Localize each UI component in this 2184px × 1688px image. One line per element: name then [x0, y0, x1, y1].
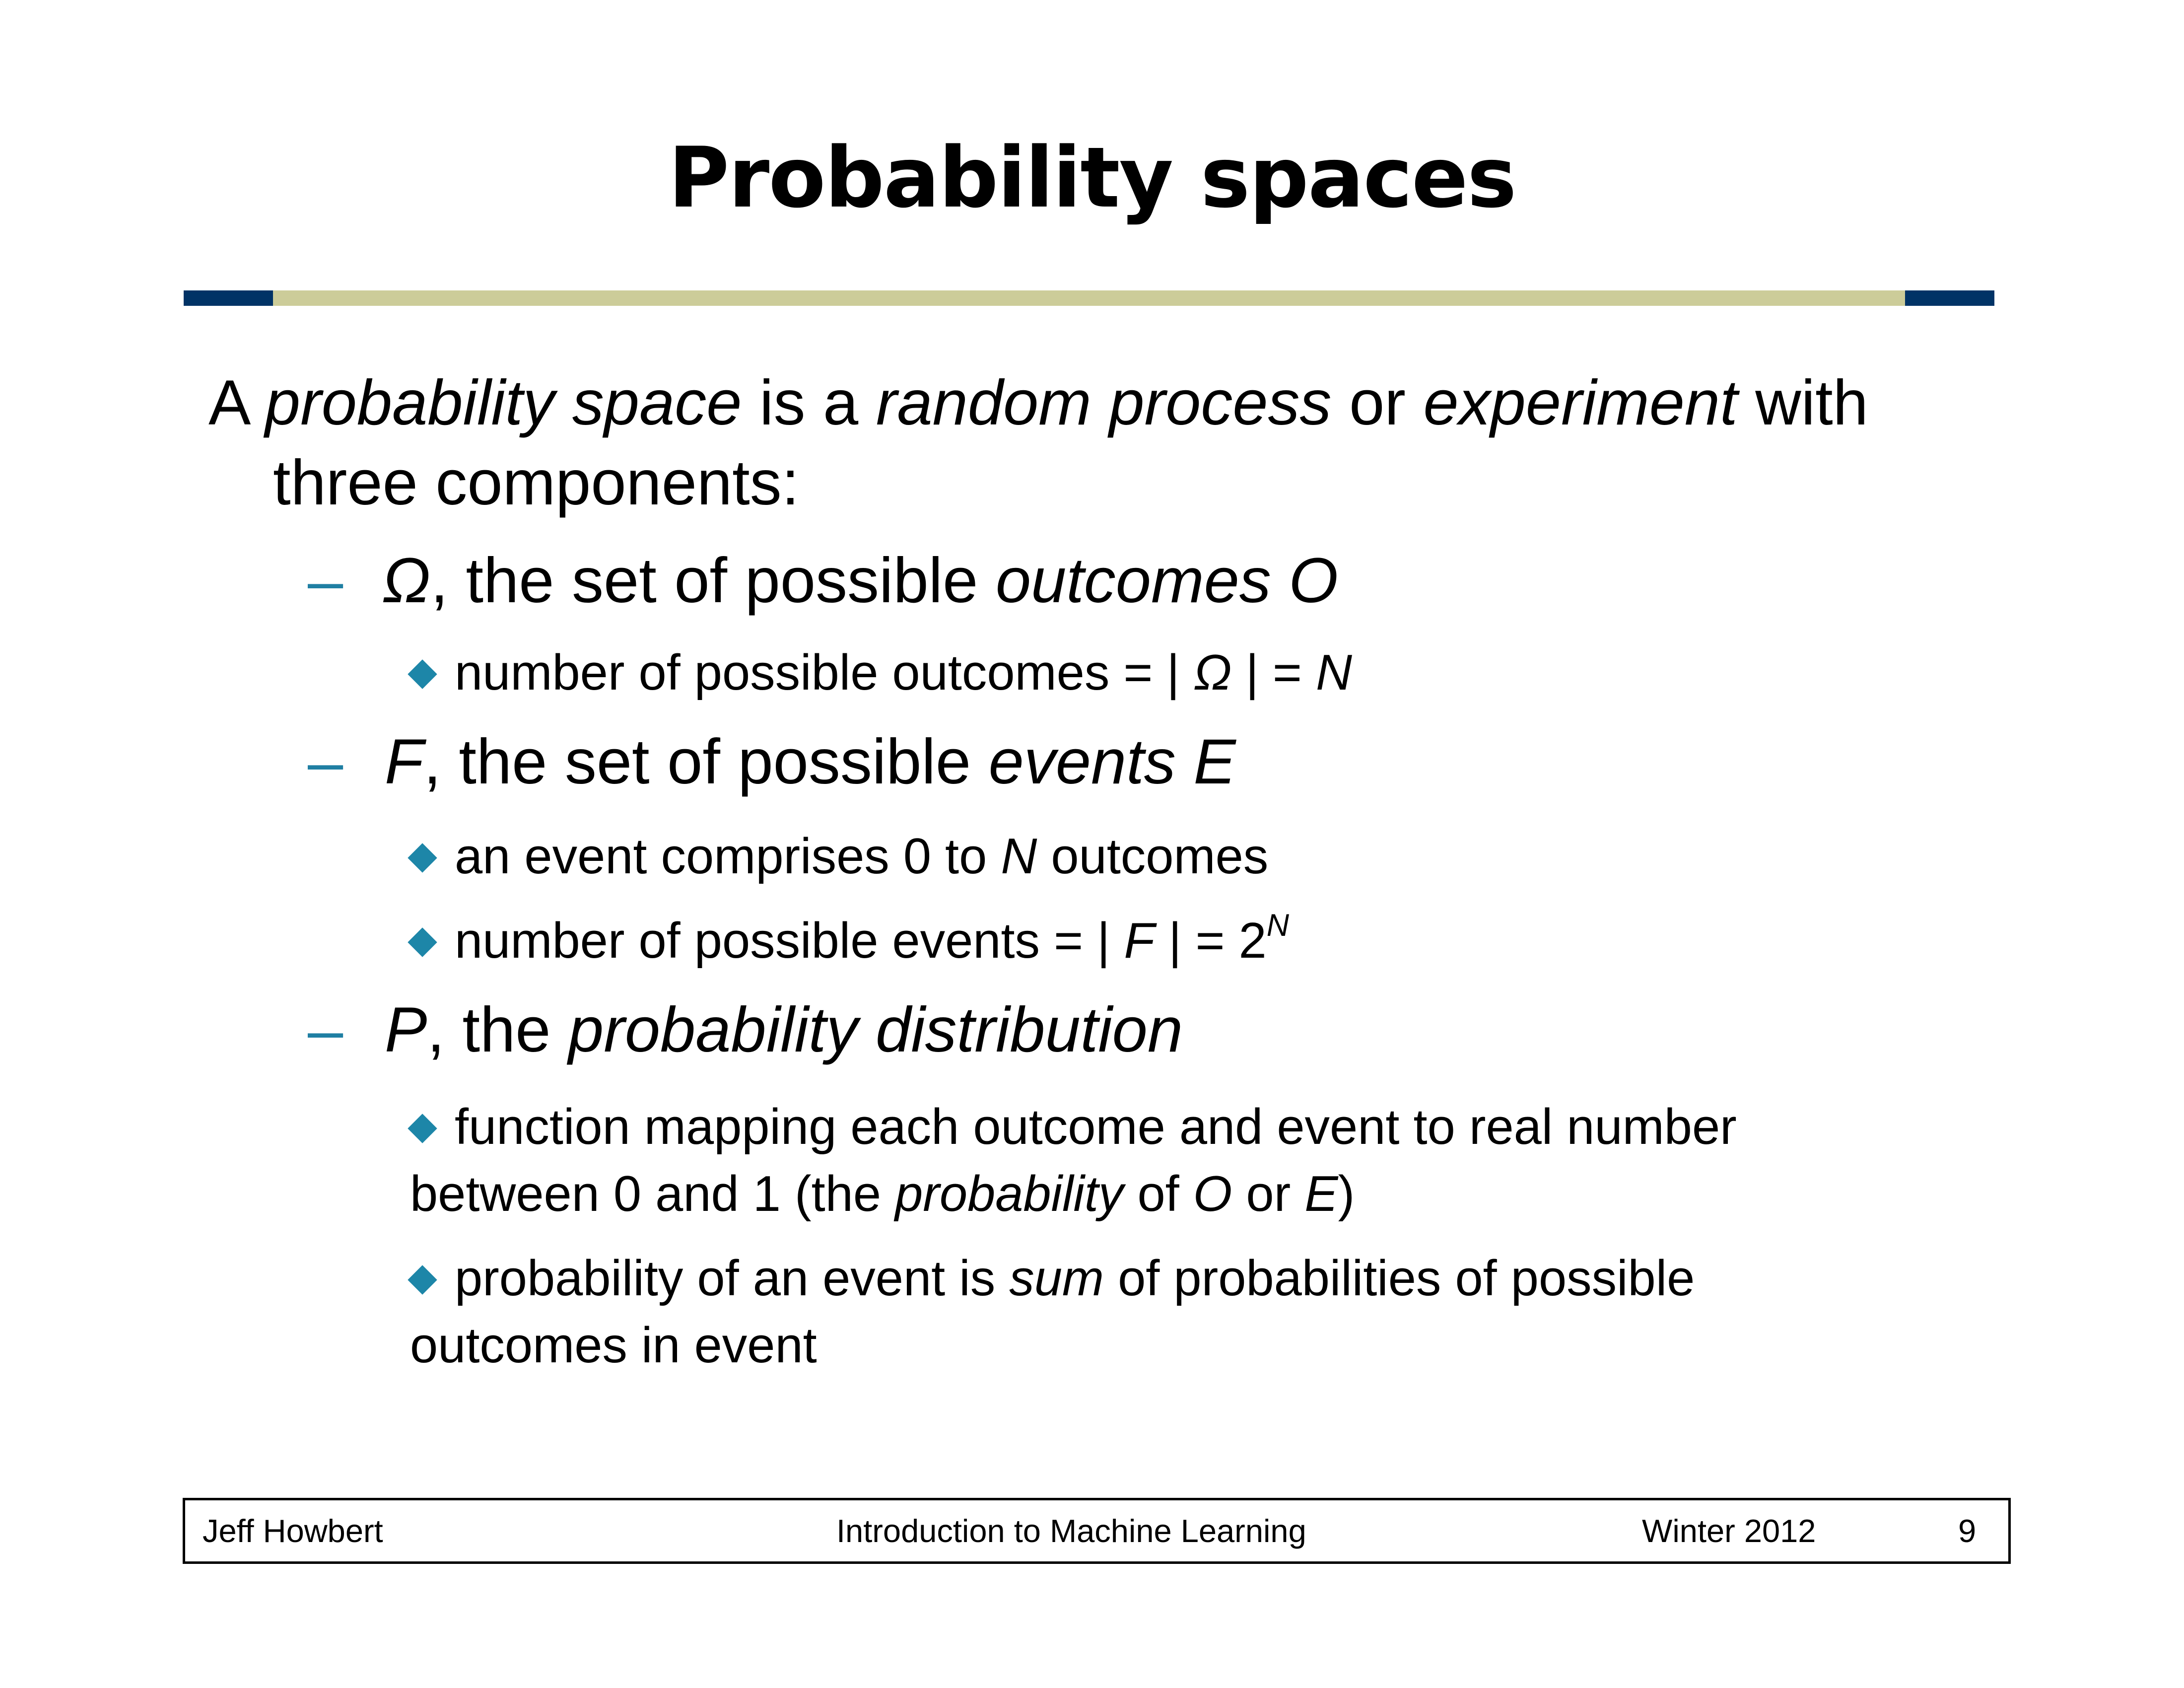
- bullet-text: number of possible outcomes = |: [455, 645, 1194, 701]
- footer-term: Winter 2012: [1642, 1513, 1816, 1549]
- exponent-n: N: [1266, 908, 1289, 943]
- slide-footer: Jeff Howbert Introduction to Machine Lea…: [183, 1498, 2011, 1564]
- bullet-text: an event comprises 0 to: [455, 829, 1001, 884]
- component-text: , the: [427, 994, 568, 1065]
- bullet-text: between 0 and 1 (the: [410, 1166, 895, 1222]
- component-term: probability distribution: [568, 994, 1183, 1065]
- component-probability: P, the probability distribution: [385, 993, 1183, 1067]
- f-symbol: F: [1124, 913, 1155, 969]
- bullet-var-o: O: [1193, 1166, 1232, 1222]
- bullet-text: number of possible events = |: [455, 913, 1124, 969]
- dash-bullet-icon: –: [308, 726, 343, 797]
- omega-symbol: Ω: [382, 545, 431, 616]
- component-text: , the set of possible: [430, 545, 996, 616]
- bullet-text: | = 2: [1155, 913, 1267, 969]
- bullet-text: probability of an event is: [455, 1251, 1010, 1306]
- footer-course: Introduction to Machine Learning: [836, 1513, 1306, 1549]
- intro-term-random-process: random process: [876, 367, 1332, 438]
- bullet-text: of: [1123, 1166, 1193, 1222]
- component-omega: Ω, the set of possible outcomes O: [382, 544, 1338, 618]
- dash-bullet-icon: –: [308, 994, 343, 1065]
- p-symbol: P: [385, 994, 427, 1065]
- slide-title: Probability spaces: [668, 129, 1517, 226]
- intro-text: or: [1331, 367, 1424, 438]
- bullet-text: or: [1232, 1166, 1305, 1222]
- diamond-bullet-icon: [408, 1265, 437, 1295]
- bullet-term: sum: [1009, 1251, 1104, 1306]
- prob-bullet-2-line-2: outcomes in event: [410, 1318, 817, 1373]
- footer-page-number: 9: [1958, 1513, 1977, 1549]
- bullet-term: probability: [895, 1166, 1124, 1222]
- bullet-text: of probabilities of possible: [1104, 1251, 1695, 1306]
- bullet-text: outcomes: [1037, 829, 1269, 884]
- component-term: outcomes O: [995, 545, 1338, 616]
- component-term: events E: [988, 726, 1236, 797]
- prob-bullet-2-line-1: probability of an event is sum of probab…: [408, 1246, 1695, 1311]
- intro-line-2: three components:: [273, 447, 800, 518]
- component-text: , the set of possible: [423, 726, 989, 797]
- footer-author: Jeff Howbert: [203, 1513, 383, 1549]
- intro-line-1: A probability space is a random process …: [208, 366, 1868, 440]
- title-rule-left-end: [184, 290, 273, 306]
- intro-term-experiment: experiment: [1423, 367, 1738, 438]
- diamond-bullet-icon: [408, 927, 437, 957]
- prob-bullet-1-line-2: between 0 and 1 (the probability of O or…: [410, 1162, 1355, 1226]
- omega-bullet-1: number of possible outcomes = | Ω | = N: [408, 640, 1352, 705]
- title-rule-right-end: [1905, 290, 1994, 306]
- intro-text: is a: [742, 367, 876, 438]
- f-symbol: F: [385, 726, 424, 797]
- bullet-text: function mapping each outcome and event …: [455, 1099, 1737, 1155]
- title-rule: [184, 290, 1994, 306]
- bullet-text: | =: [1231, 645, 1316, 701]
- bullet-var-n: N: [1315, 645, 1352, 701]
- bullet-var-n: N: [1001, 829, 1037, 884]
- diamond-bullet-icon: [408, 1114, 437, 1143]
- events-bullet-1: an event comprises 0 to N outcomes: [408, 824, 1269, 889]
- component-events: F, the set of possible events E: [385, 725, 1236, 799]
- prob-bullet-1-line-1: function mapping each outcome and event …: [408, 1095, 1737, 1159]
- events-bullet-2: number of possible events = | F | = 2N: [408, 908, 1289, 973]
- diamond-bullet-icon: [408, 843, 437, 873]
- intro-text: with: [1737, 367, 1868, 438]
- omega-symbol: Ω: [1193, 645, 1232, 701]
- intro-term-probability-space: probability space: [265, 367, 742, 438]
- dash-bullet-icon: –: [308, 545, 343, 616]
- diamond-bullet-icon: [408, 659, 437, 689]
- bullet-text: ): [1338, 1166, 1355, 1222]
- bullet-var-e: E: [1304, 1166, 1338, 1222]
- intro-text: A: [208, 367, 265, 438]
